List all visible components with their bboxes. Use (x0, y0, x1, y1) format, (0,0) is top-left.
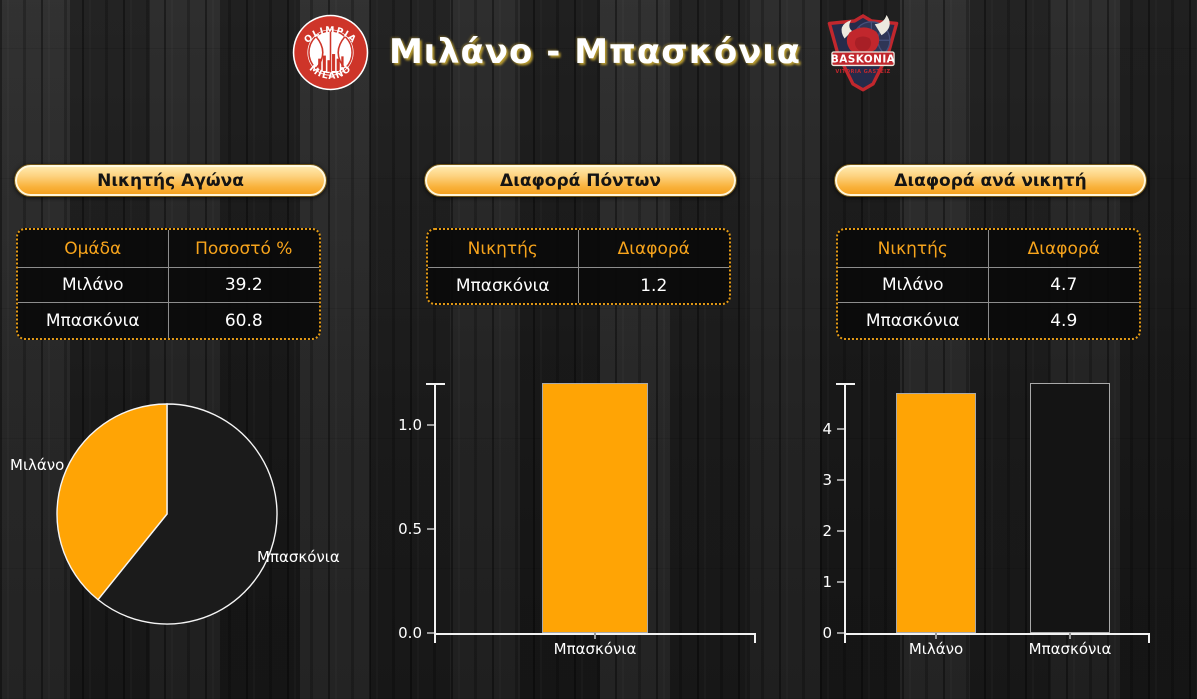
table-row: Μπασκόνια 1.2 (428, 268, 729, 303)
value-cell: 39.2 (168, 268, 319, 303)
y-tick-mark (427, 423, 434, 426)
y-tick-label: 3 (822, 470, 832, 489)
logo-text-baskonia: BASKONIA (831, 54, 896, 66)
bar-chart-points-diff: 0.0 0.5 1.0 Μπασκόνια (398, 383, 756, 658)
table-header-row: Ομάδα Ποσοστό % (18, 230, 319, 268)
y-tick-label: 4 (822, 419, 832, 438)
pie-slice (96, 403, 278, 625)
svg-text:MILANO: MILANO (307, 63, 354, 82)
baskonia-logo: BASKONIA VITORIA GASTEIZ (827, 14, 899, 92)
column-header: Διαφορά (578, 230, 729, 268)
y-tick-label: 0.5 (398, 519, 422, 538)
value-cell: 1.2 (640, 275, 668, 296)
header: OLIMPIA MILANO Μιλάνο - Μπασκόνια BASKON… (0, 0, 1197, 104)
pie-chart-match-winner (47, 394, 287, 634)
bar-baskonia (542, 383, 648, 633)
value-cell: 4.7 (988, 268, 1139, 303)
table-header-row: Νικητής Διαφορά (428, 230, 729, 268)
y-tick-label: 1 (822, 572, 832, 591)
bar-milano (896, 393, 976, 633)
y-axis (844, 383, 846, 643)
value-cell: 4.9 (1050, 310, 1078, 331)
y-tick-label: 1.0 (398, 415, 422, 434)
x-axis-cap (754, 633, 756, 643)
olimpia-milano-logo: OLIMPIA MILANO (292, 14, 369, 90)
panel-button-diff-per-winner[interactable]: Διαφορά ανά νικητή (834, 164, 1147, 197)
pie-slice (56, 403, 168, 601)
y-tick-mark (837, 478, 844, 481)
x-tick-mark (935, 633, 937, 639)
team-cell: Μπασκόνια (428, 268, 579, 303)
y-tick-mark (837, 529, 844, 532)
table-match-winner: Ομάδα Ποσοστό % Μιλάνο 39.2 Μπασκόνια 60… (16, 228, 321, 340)
x-category-label: Μιλάνο (908, 640, 964, 658)
team-cell: Μιλάνο (18, 268, 169, 303)
y-tick-mark (427, 527, 434, 530)
team-cell: Μπασκόνια (18, 303, 169, 338)
column-header: Ποσοστό % (168, 230, 319, 268)
y-tick-label: 0.0 (398, 624, 422, 642)
logo-text-vitoria: VITORIA GASTEIZ (835, 69, 890, 75)
pie-label-milano: Μιλάνο (10, 456, 65, 474)
value-cell: 60.8 (224, 310, 263, 331)
table-row: Μιλάνο 39.2 (18, 268, 319, 303)
team-cell: Μπασκόνια (838, 303, 989, 338)
y-tick-label: 0 (822, 624, 832, 642)
panel-button-points-diff[interactable]: Διαφορά Πόντων (424, 164, 737, 197)
column-header: Διαφορά (988, 230, 1139, 268)
y-tick-label: 2 (822, 521, 832, 540)
x-tick-mark (594, 633, 596, 639)
y-axis (434, 383, 436, 643)
table-header-row: Νικητής Διαφορά (838, 230, 1139, 268)
table-row: Μιλάνο 4.7 (838, 268, 1139, 303)
x-category-label: Μπασκόνια (1028, 640, 1112, 658)
logo-text-milano: MILANO (307, 63, 353, 82)
table-diff-per-winner: Νικητής Διαφορά Μιλάνο 4.7 Μπασκόνια 4.9 (836, 228, 1141, 340)
table-row: Μπασκόνια 60.8 (18, 303, 319, 338)
table-row: Μπασκόνια 4.9 (838, 303, 1139, 338)
pie-label-baskonia: Μπασκόνια (257, 548, 340, 566)
column-header: Νικητής (838, 230, 989, 268)
panel-button-match-winner[interactable]: Νικητής Αγώνα (14, 164, 327, 197)
team-cell: Μιλάνο (838, 268, 989, 303)
y-tick-mark (837, 632, 844, 634)
y-tick-mark (427, 632, 434, 634)
bar-chart-diff-per-winner: 0 1 2 3 4 Μιλάνο Μπασκόνια (822, 383, 1150, 658)
x-axis-cap (1148, 633, 1150, 643)
table-points-diff: Νικητής Διαφορά Μπασκόνια 1.2 (426, 228, 731, 305)
column-header: Νικητής (428, 230, 579, 268)
y-tick-mark (837, 427, 844, 430)
page-title: Μιλάνο - Μπασκόνια (388, 32, 802, 72)
y-tick-mark (837, 580, 844, 583)
bar-baskonia (1030, 383, 1110, 633)
x-category-label: Μπασκόνια (553, 640, 637, 658)
column-header: Ομάδα (18, 230, 169, 268)
x-tick-mark (1069, 633, 1071, 639)
x-axis (844, 633, 1150, 635)
